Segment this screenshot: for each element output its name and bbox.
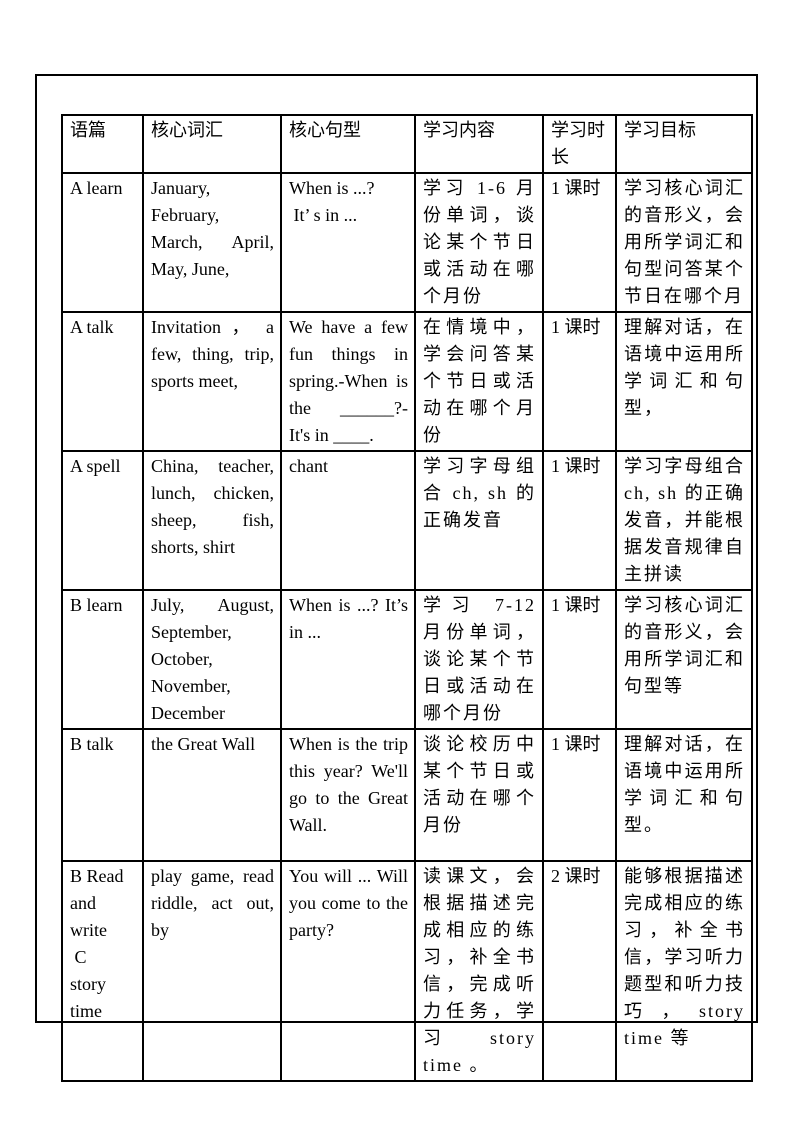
header-cell-objectives: 学习目标 <box>615 114 753 174</box>
cell-vocabulary: July, August, September, October, Novemb… <box>142 589 282 730</box>
cell-objectives: 学习核心词汇的音形义，会用所学词汇和句型问答某个节日在哪个月 <box>615 172 753 313</box>
cell-duration: 1 课时 <box>542 450 617 591</box>
cell-duration: 2 课时 <box>542 860 617 1082</box>
cell-objectives: 理解对话，在语境中运用所学词汇和句型， <box>615 311 753 452</box>
cell-duration: 1 课时 <box>542 172 617 313</box>
table-row-a-spell: A spell China, teacher, lunch, chicken, … <box>61 450 753 591</box>
table-header-row: 语篇 核心词汇 核心句型 学习内容 学习时长 学习目标 <box>61 114 753 174</box>
cell-content: 学习字母组合 ch, sh 的正确发音 <box>414 450 544 591</box>
cell-content: 读课文，会根据描述完成相应的练习，补全书信，完成听力任务，学习 story ti… <box>414 860 544 1082</box>
cell-content: 学习 1-6 月份单词，谈论某个节日或活动在哪个月份 <box>414 172 544 313</box>
header-cell-duration: 学习时长 <box>542 114 617 174</box>
table-row-b-learn: B learn July, August, September, October… <box>61 589 753 730</box>
cell-content: 谈论校历中某个节日或活动在哪个月份 <box>414 728 544 862</box>
cell-passage: A spell <box>61 450 144 591</box>
cell-vocabulary: the Great Wall <box>142 728 282 862</box>
cell-duration: 1 课时 <box>542 728 617 862</box>
table-row-a-talk: A talk Invitation ， a few, thing, trip, … <box>61 311 753 452</box>
cell-vocabulary: play game, read riddle, act out, by <box>142 860 282 1082</box>
cell-patterns: When is ...? It’s in ... <box>280 589 416 730</box>
cell-passage: B Read and write C story time <box>61 860 144 1082</box>
cell-objectives: 学习核心词汇的音形义，会用所学词汇和句型等 <box>615 589 753 730</box>
cell-objectives: 能够根据描述完成相应的练习，补全书信，学习听力题型和听力技巧，story tim… <box>615 860 753 1082</box>
cell-objectives: 学习字母组合 ch, sh 的正确发音，并能根据发音规律自主拼读 <box>615 450 753 591</box>
cell-patterns: chant <box>280 450 416 591</box>
cell-vocabulary: Invitation ， a few, thing, trip, sports … <box>142 311 282 452</box>
header-cell-vocabulary: 核心词汇 <box>142 114 282 174</box>
lesson-plan-table: 语篇 核心词汇 核心句型 学习内容 学习时长 学习目标 A learn Janu… <box>61 114 753 1082</box>
cell-patterns: We have a few fun things in spring.-When… <box>280 311 416 452</box>
cell-passage: B talk <box>61 728 144 862</box>
header-cell-patterns: 核心句型 <box>280 114 416 174</box>
page-border-frame: 语篇 核心词汇 核心句型 学习内容 学习时长 学习目标 A learn Janu… <box>35 74 758 1082</box>
cell-patterns: You will ... Will you come to the party? <box>280 860 416 1082</box>
cell-patterns: When is ...? It’ s in ... <box>280 172 416 313</box>
table-row-b-read-write-c-story: B Read and write C story time play game,… <box>61 860 753 1082</box>
cell-content: 学习 7-12 月份单词，谈论某个节日或活动在哪个月份 <box>414 589 544 730</box>
cell-passage: A talk <box>61 311 144 452</box>
header-cell-passage: 语篇 <box>61 114 144 174</box>
cell-vocabulary: China, teacher, lunch, chicken, sheep, f… <box>142 450 282 591</box>
cell-content: 在情境中，学会问答某个节日或活动在哪个月份 <box>414 311 544 452</box>
cell-vocabulary: January, February, March, April, May, Ju… <box>142 172 282 313</box>
table-row-a-learn: A learn January, February, March, April,… <box>61 172 753 313</box>
cell-passage: A learn <box>61 172 144 313</box>
cell-objectives: 理解对话，在语境中运用所学词汇和句型。 <box>615 728 753 862</box>
header-cell-content: 学习内容 <box>414 114 544 174</box>
cell-patterns: When is the trip this year? We'll go to … <box>280 728 416 862</box>
cell-duration: 1 课时 <box>542 589 617 730</box>
cell-duration: 1 课时 <box>542 311 617 452</box>
table-row-b-talk: B talk the Great Wall When is the trip t… <box>61 728 753 862</box>
cell-passage: B learn <box>61 589 144 730</box>
